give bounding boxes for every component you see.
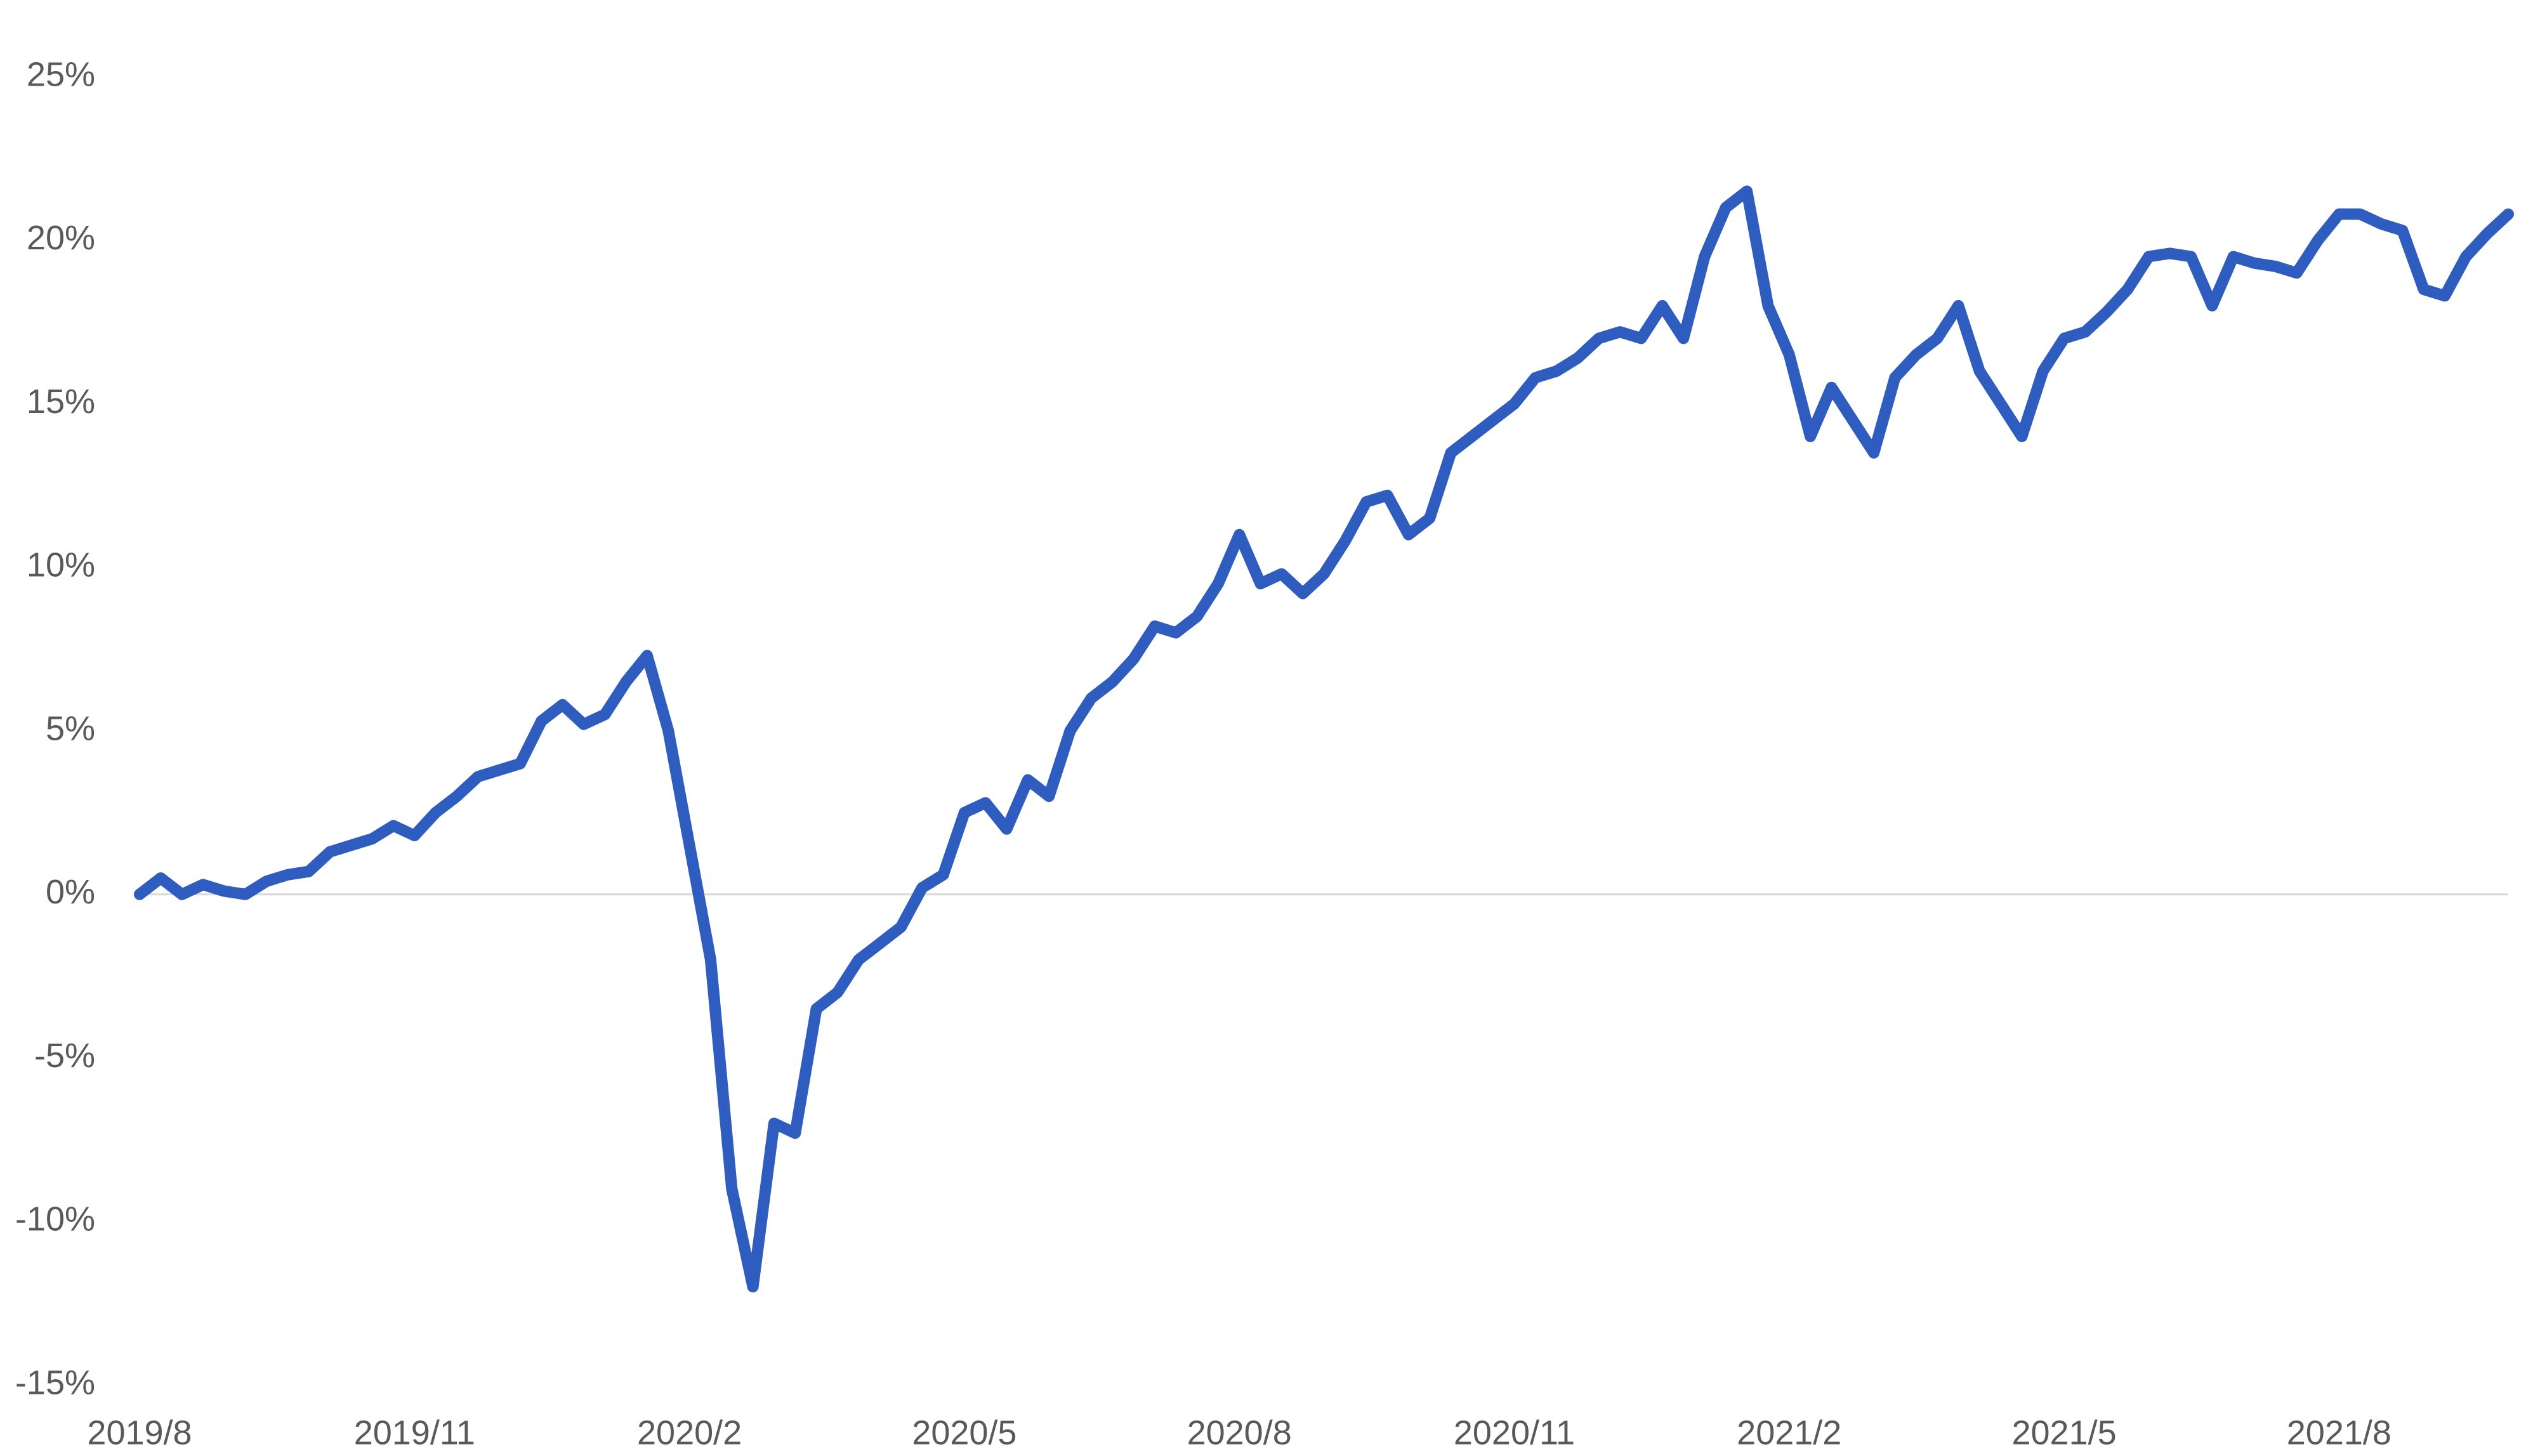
x-tick-label: 2020/8 — [1187, 1413, 1292, 1452]
x-tick-label: 2020/2 — [637, 1413, 742, 1452]
y-tick-label: 10% — [27, 546, 95, 584]
x-tick-label: 2020/11 — [1454, 1413, 1575, 1452]
x-tick-label: 2019/11 — [354, 1413, 475, 1452]
y-tick-label: -5% — [34, 1037, 95, 1075]
y-tick-label: 5% — [46, 709, 95, 747]
y-tick-label: -10% — [15, 1200, 95, 1238]
data-line — [134, 185, 2514, 1293]
x-tick-label: 2021/8 — [2287, 1413, 2392, 1452]
x-tick-label: 2021/2 — [1737, 1413, 1841, 1452]
x-tick-label: 2019/8 — [87, 1413, 192, 1452]
y-tick-label: 20% — [27, 219, 95, 257]
y-tick-label: 15% — [27, 383, 95, 421]
y-tick-label: 25% — [27, 55, 95, 93]
x-tick-label: 2020/5 — [912, 1413, 1016, 1452]
y-tick-label: -15% — [15, 1363, 95, 1401]
x-tick-label: 2021/5 — [2011, 1413, 2116, 1452]
y-tick-label: 0% — [46, 873, 95, 911]
